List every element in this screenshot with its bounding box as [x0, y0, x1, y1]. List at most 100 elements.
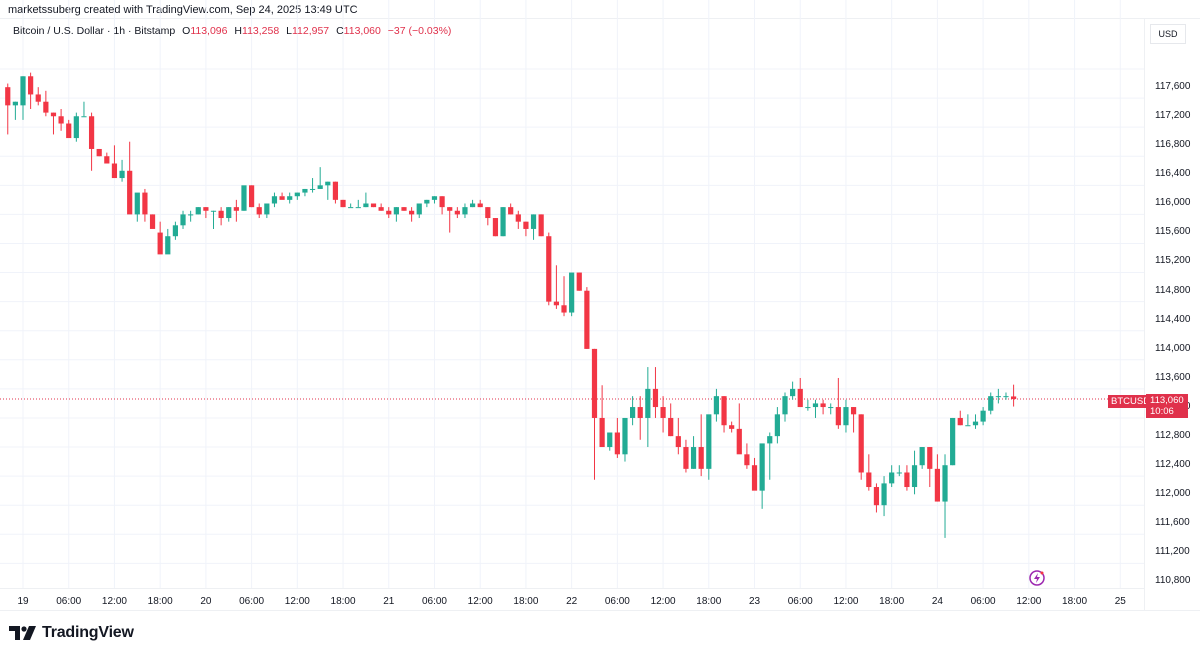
candle-down [401, 207, 407, 211]
price-tick-label: 116,800 [1155, 139, 1191, 151]
candle-down [721, 396, 727, 426]
time-tick-label: 12:00 [833, 596, 859, 607]
candle-up [119, 170, 125, 179]
candle-down [576, 272, 582, 291]
candle-down [736, 428, 742, 455]
chart-panel[interactable] [0, 18, 1200, 611]
candle-up [393, 207, 399, 215]
candle-down [614, 432, 620, 455]
price-tick-label: 117,200 [1155, 110, 1191, 122]
candle-down [149, 214, 156, 229]
currency-button[interactable]: USD [1150, 24, 1186, 44]
last-price-value: 113,060 [1150, 395, 1184, 406]
candle-down [340, 199, 346, 208]
candle-up [569, 272, 575, 313]
candle-down [584, 290, 590, 349]
candle-up [81, 116, 87, 118]
tradingview-logo[interactable]: TradingView [9, 624, 134, 642]
tradingview-logo-icon [9, 626, 36, 640]
candle-up [630, 407, 636, 418]
candle-down [675, 436, 681, 448]
candle-up [706, 414, 712, 469]
open-value: 113,096 [190, 25, 228, 37]
time-axis[interactable] [0, 588, 1144, 611]
candle-down [409, 210, 415, 215]
candle-up [645, 388, 651, 418]
time-tick-label: 23 [748, 596, 761, 607]
time-tick-label: 22 [566, 596, 578, 607]
time-tick-label: 18:00 [513, 596, 539, 607]
candle-up [180, 214, 186, 226]
candle-up [165, 236, 171, 255]
candle-down [5, 87, 11, 106]
candle-down [35, 94, 41, 102]
ohlc-legend: Bitcoin / U.S. Dollar · 1h · Bitstamp O1… [13, 25, 452, 37]
candle-down [249, 185, 255, 208]
time-tick-label: 12:00 [101, 596, 127, 607]
candle-up [469, 203, 476, 208]
candle-down [637, 407, 643, 418]
time-tick-label: 18:00 [147, 596, 173, 607]
candle-down [546, 236, 552, 302]
candle-up [980, 410, 986, 422]
candle-up [972, 421, 979, 426]
candle-up [881, 483, 887, 506]
candle-up [210, 210, 217, 212]
candle-down [599, 417, 605, 448]
bar-countdown: 10:06 [1150, 406, 1174, 417]
candlestick-plot[interactable] [0, 0, 1144, 588]
candle-down [698, 447, 704, 469]
candle-up [325, 181, 331, 186]
price-tick-label: 112,800 [1155, 429, 1191, 441]
candle-up [294, 192, 300, 197]
candle-up [188, 214, 194, 216]
price-axis[interactable] [1144, 18, 1200, 610]
candle-up [805, 407, 811, 409]
candle-up [843, 407, 849, 426]
time-tick-label: 12:00 [284, 596, 310, 607]
candle-down [218, 210, 224, 219]
price-tick-label: 116,000 [1155, 197, 1191, 209]
time-tick-label: 12:00 [1016, 596, 1042, 607]
time-tick-label: 21 [383, 596, 395, 607]
candle-down [58, 116, 64, 124]
candle-up [896, 472, 902, 474]
candle-down [28, 76, 34, 95]
time-tick-label: 18:00 [1062, 596, 1088, 607]
time-tick-label: 18:00 [879, 596, 905, 607]
price-tick-label: 111,200 [1155, 546, 1190, 558]
candle-up [287, 196, 293, 200]
candle-up [767, 436, 773, 444]
candle-up [790, 388, 796, 397]
candle-up [774, 414, 780, 437]
candle-up [1003, 396, 1009, 398]
candle-down [553, 301, 559, 306]
price-tick-label: 110,800 [1155, 575, 1191, 587]
candle-up [355, 207, 361, 209]
candle-up [690, 447, 697, 469]
time-tick-label: 24 [931, 596, 943, 607]
candle-down [104, 156, 110, 164]
candle-down [561, 305, 567, 313]
time-tick-label: 06:00 [56, 596, 82, 607]
candle-down [1011, 396, 1017, 400]
candle-up [134, 192, 140, 215]
candle-down [96, 148, 102, 157]
candle-up [950, 417, 956, 466]
price-tick-label: 114,000 [1155, 342, 1191, 354]
candle-up [988, 396, 994, 411]
candle-down [515, 214, 521, 222]
candle-down [668, 417, 674, 437]
price-tick-label: 113,600 [1155, 371, 1191, 383]
candle-up [713, 396, 720, 415]
symbol-title[interactable]: Bitcoin / U.S. Dollar · 1h · Bitstamp [13, 25, 176, 37]
candle-down [142, 192, 148, 215]
candle-up [919, 447, 925, 466]
candle-down [957, 417, 963, 426]
candle-down [378, 207, 384, 211]
price-tick-label: 116,400 [1155, 168, 1191, 180]
time-tick-label: 06:00 [239, 596, 265, 607]
candle-up [73, 116, 79, 139]
candle-up [759, 443, 765, 491]
candle-down [508, 207, 514, 215]
